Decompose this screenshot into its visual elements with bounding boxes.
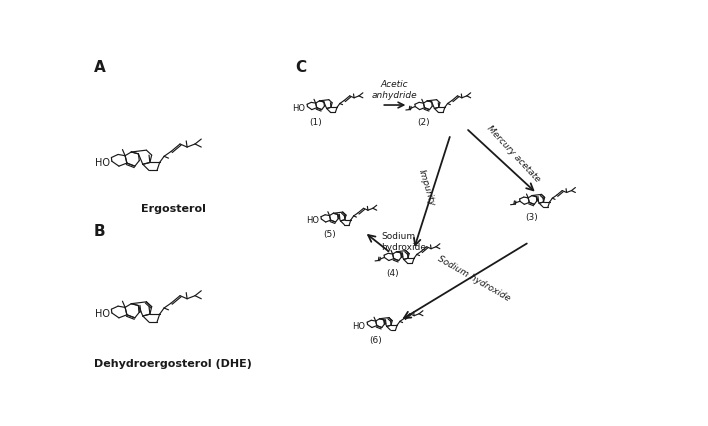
Text: Impurity: Impurity [417,169,437,207]
Text: Sodium
hydroxide: Sodium hydroxide [382,232,426,252]
Text: Dehydroergosterol (DHE): Dehydroergosterol (DHE) [94,359,252,369]
Text: (5): (5) [323,230,336,239]
Text: (1): (1) [309,118,322,127]
Text: HO: HO [306,216,319,225]
Text: A: A [94,60,106,75]
Text: Ergosterol: Ergosterol [141,204,206,213]
Text: HO: HO [352,322,365,331]
Text: Mercury acetate: Mercury acetate [484,124,542,184]
Text: (6): (6) [370,336,382,345]
Text: HO: HO [95,309,110,320]
Text: (2): (2) [417,118,430,127]
Text: C: C [295,60,307,75]
Text: HO: HO [95,158,110,168]
Text: B: B [94,224,105,239]
Text: Acetic
anhydride: Acetic anhydride [372,80,417,100]
Text: (3): (3) [525,213,538,222]
Text: HO: HO [292,104,305,112]
Text: Sodium hydroxide: Sodium hydroxide [436,254,512,303]
Text: (4): (4) [387,269,399,278]
